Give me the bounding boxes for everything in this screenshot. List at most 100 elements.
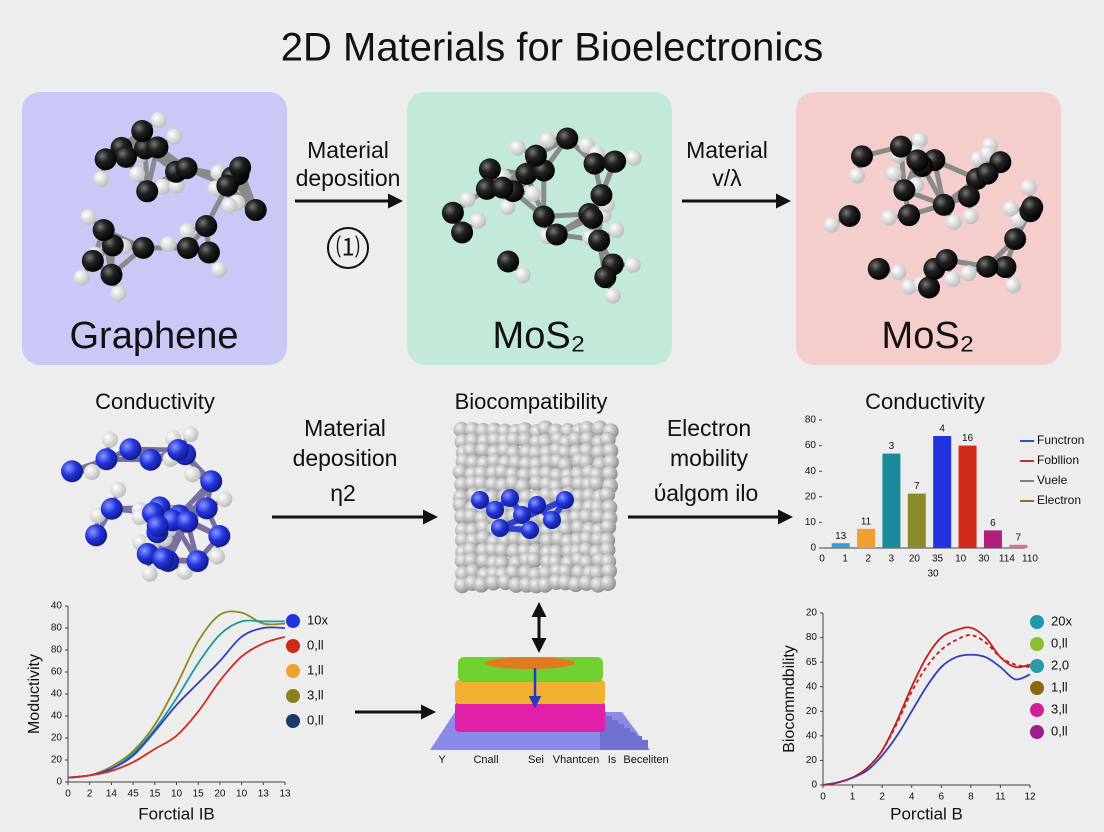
atom <box>625 149 642 166</box>
atom <box>514 267 531 284</box>
atom <box>197 241 220 264</box>
atom <box>110 285 127 302</box>
label: 20 <box>909 554 921 565</box>
atom <box>823 216 840 233</box>
bar <box>958 445 977 548</box>
label: Moductivity <box>26 654 43 734</box>
atom <box>175 157 198 180</box>
legend-dot <box>1030 615 1044 629</box>
label: 3,ll <box>307 687 324 702</box>
label: 0 <box>65 789 71 800</box>
atom <box>81 249 104 272</box>
atom <box>221 197 238 214</box>
label: 1 <box>850 792 856 803</box>
atom <box>209 548 226 565</box>
atom <box>478 158 501 181</box>
atom <box>604 287 621 304</box>
label: 13 <box>835 531 847 542</box>
atom <box>957 185 980 208</box>
label: 45 <box>128 789 140 800</box>
legend-dot <box>286 614 300 628</box>
label: 20 <box>51 733 63 744</box>
atom <box>176 236 199 259</box>
atom <box>545 223 568 246</box>
bar <box>983 530 1002 548</box>
atom <box>119 438 142 461</box>
atom <box>136 180 159 203</box>
bar <box>831 543 850 548</box>
platform-step <box>636 736 642 750</box>
label: deposition <box>296 165 401 191</box>
bar <box>882 453 901 548</box>
sphere <box>473 475 490 492</box>
label: 0,ll <box>307 637 324 652</box>
atom <box>150 111 167 128</box>
label: 40 <box>806 681 818 692</box>
platform-step <box>624 728 630 750</box>
atom <box>594 266 617 289</box>
label: 35 <box>932 554 944 565</box>
label: 0,ll <box>1051 635 1068 650</box>
atom <box>451 221 474 244</box>
label: 40 <box>51 711 63 722</box>
atom <box>178 223 195 240</box>
atom <box>182 426 199 443</box>
atom <box>932 193 955 216</box>
label: 0 <box>820 792 826 803</box>
sphere <box>600 519 617 536</box>
atom <box>115 145 138 168</box>
sphere <box>567 431 584 448</box>
layer <box>455 702 605 732</box>
legend-dot <box>1030 703 1044 717</box>
atom <box>1004 228 1027 251</box>
atom <box>128 166 145 183</box>
label: 80 <box>805 415 817 426</box>
label: 30 <box>978 554 990 565</box>
label: 11 <box>861 516 872 527</box>
atom <box>918 276 941 299</box>
label: Material <box>686 137 768 163</box>
atom <box>590 184 613 207</box>
atom <box>441 201 464 224</box>
label: deposition <box>293 445 398 471</box>
atom <box>160 235 177 252</box>
label: 10 <box>805 517 817 528</box>
label: 2,0 <box>1051 657 1069 672</box>
atom <box>200 470 223 493</box>
atom <box>881 209 898 226</box>
label: 16 <box>962 433 974 444</box>
label: 3,ll <box>1051 701 1068 716</box>
label: 110 <box>1022 554 1038 565</box>
atom <box>532 205 555 228</box>
atom <box>216 174 239 197</box>
legend-dot <box>1030 681 1044 695</box>
sphere <box>526 552 543 569</box>
label: ύalgom ilo <box>654 480 759 506</box>
label: Material <box>304 415 386 441</box>
atom <box>583 152 606 175</box>
platform-step <box>606 716 612 750</box>
atom <box>524 144 547 167</box>
atom <box>889 135 912 158</box>
label: mobility <box>670 445 748 471</box>
legend-dot <box>286 689 300 703</box>
label: 8 <box>968 792 974 803</box>
atom <box>131 120 154 143</box>
label: 13 <box>279 789 291 800</box>
label: 80 <box>806 632 818 643</box>
label: η2 <box>330 480 356 506</box>
atom <box>906 149 929 172</box>
label: 7 <box>1016 532 1022 543</box>
atom <box>901 278 918 295</box>
label: Biocompatibility <box>455 389 608 414</box>
label: 114 <box>999 554 1015 565</box>
atom <box>486 501 504 519</box>
atom <box>92 219 115 242</box>
atom <box>141 565 158 582</box>
atom <box>497 250 520 273</box>
label: 12 <box>1024 792 1036 803</box>
label: 4 <box>909 792 915 803</box>
label: 0,ll <box>307 712 324 727</box>
label: 40 <box>806 730 818 741</box>
line-series <box>67 635 286 779</box>
